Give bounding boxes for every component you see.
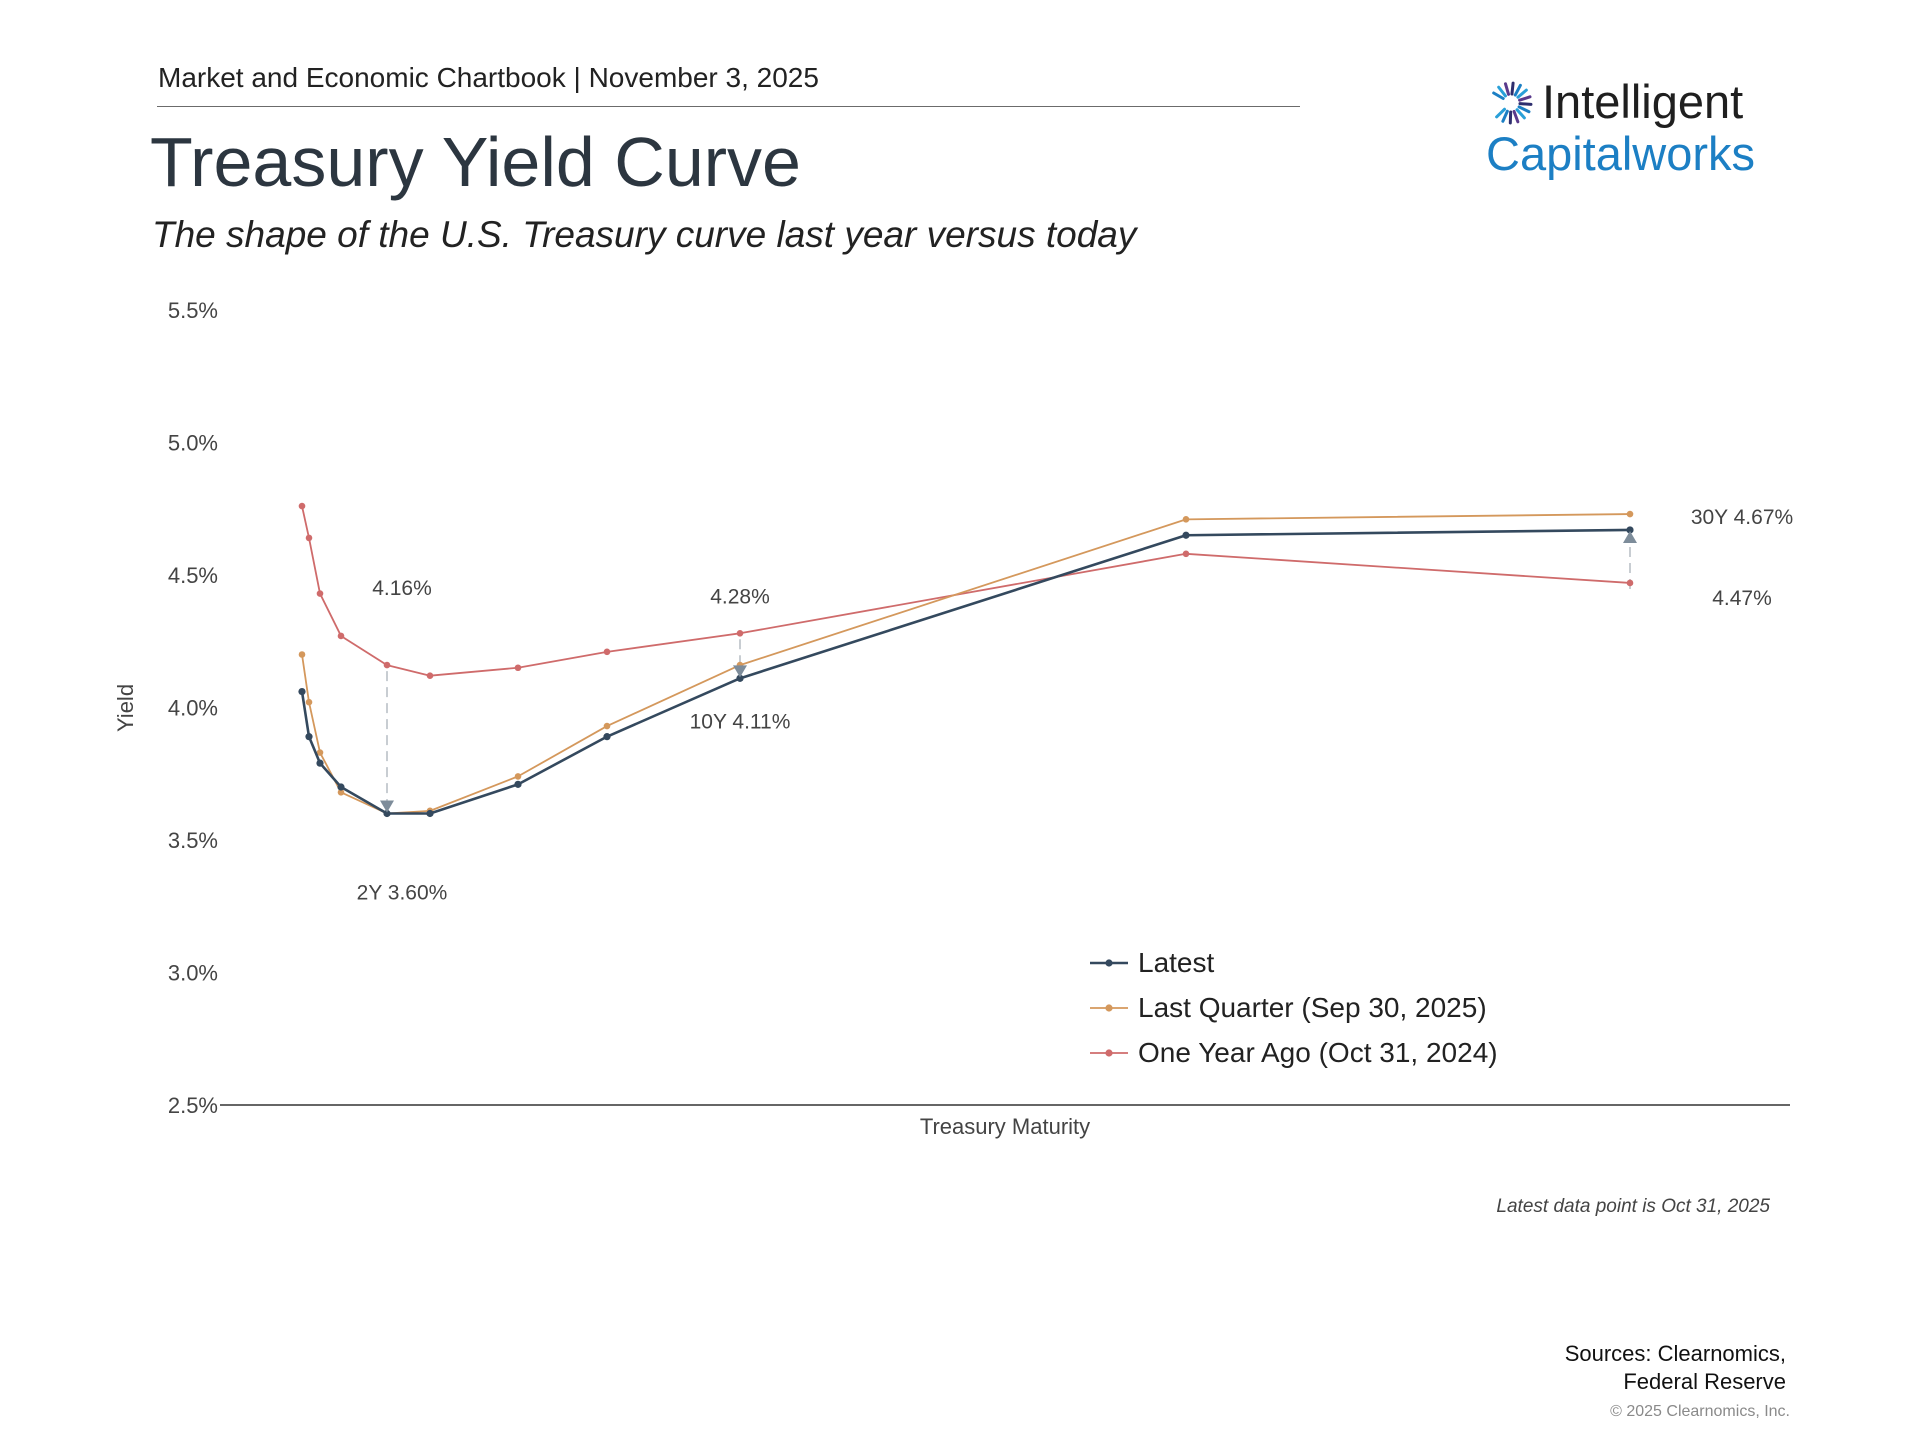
logo-ray <box>1515 108 1526 120</box>
logo-ray <box>1497 85 1507 98</box>
y-tick-label: 4.0% <box>168 696 218 721</box>
brand-logo: Intelligent Capitalworks <box>1482 70 1782 185</box>
legend-entry: Last Quarter (Sep 30, 2025) <box>1138 992 1487 1023</box>
y-axis-label: Yield <box>113 684 138 732</box>
data-point <box>514 664 522 672</box>
y-tick-label: 5.5% <box>168 298 218 323</box>
change-markers <box>380 530 1637 813</box>
logo-icon <box>1492 81 1533 125</box>
legend: Latest Last Quarter (Sep 30, 2025) One Yea… <box>1090 947 1498 1068</box>
y-tick-label: 5.0% <box>168 431 218 456</box>
data-point <box>736 630 744 637</box>
legend-entry: Latest <box>1138 947 1214 978</box>
logo-ray <box>1517 105 1531 114</box>
data-point <box>298 688 306 696</box>
annotation-label: 4.47% <box>1712 587 1772 610</box>
data-point <box>305 733 313 741</box>
logo-ray <box>1516 88 1528 99</box>
data-point <box>337 632 345 640</box>
chartbook-header: Market and Economic Chartbook | November… <box>158 62 819 93</box>
y-tick-label: 3.5% <box>168 828 218 853</box>
data-point <box>603 722 611 730</box>
y-axis: 2.5% 3.0% 3.5% 4.0% 4.5% 5.0% 5.5% <box>168 298 218 1118</box>
legend-swatch-dot <box>1105 959 1113 967</box>
data-point <box>316 749 324 756</box>
legend-entry: One Year Ago (Oct 31, 2024) <box>1138 1037 1498 1068</box>
change-arrow <box>733 665 747 678</box>
logo-ray <box>1513 83 1522 97</box>
data-point <box>316 590 324 597</box>
latest-data-note: Latest data point is Oct 31, 2025 <box>1496 1196 1770 1217</box>
change-arrow <box>1623 530 1637 543</box>
copyright-text: © 2025 Clearnomics, Inc. <box>1610 1403 1790 1420</box>
data-point <box>426 672 434 679</box>
change-connectors <box>386 529 1631 814</box>
data-point <box>603 733 611 741</box>
page-subtitle: The shape of the U.S. Treasury curve las… <box>152 214 1137 255</box>
y-tick-label: 3.0% <box>168 961 218 986</box>
logo-word-intelligent: Intelligent <box>1542 75 1744 128</box>
annotation-label: 4.16% <box>372 577 432 600</box>
data-point <box>1182 550 1190 558</box>
legend-swatch-dot <box>1105 1049 1113 1057</box>
data-point <box>1626 526 1634 534</box>
logo-ray <box>1518 95 1532 102</box>
annotation-label: 4.28% <box>710 585 770 608</box>
x-axis-label: Treasury Maturity <box>920 1114 1090 1139</box>
data-point <box>514 780 522 788</box>
data-point <box>426 809 434 818</box>
data-point <box>1626 510 1634 518</box>
logo-ray <box>1492 91 1505 100</box>
legend-swatch-dot <box>1105 1004 1113 1012</box>
sources-note: Sources: Clearnomics, Federal Reserve <box>1565 1340 1786 1396</box>
y-tick-label: 4.5% <box>168 563 218 588</box>
annotation-label: 10Y 4.11% <box>690 710 791 733</box>
logo-ray <box>1512 109 1520 124</box>
data-point <box>1182 516 1190 523</box>
logo-ray <box>1501 109 1509 123</box>
logo-word-capitalworks: Capitalworks <box>1486 127 1756 180</box>
logo-ray <box>1503 82 1511 96</box>
logo-ray <box>1510 81 1515 96</box>
data-point <box>1182 531 1190 539</box>
logo-ray <box>1495 107 1507 119</box>
data-point <box>514 773 522 780</box>
data-point <box>305 534 313 542</box>
series-lines <box>298 502 1634 818</box>
data-point <box>603 648 611 656</box>
data-point <box>316 759 324 767</box>
series-line <box>301 513 1631 815</box>
data-point <box>736 674 744 682</box>
annotation-label: 30Y 4.67% <box>1691 506 1793 529</box>
data-point <box>337 783 345 791</box>
data-point <box>383 809 391 818</box>
annotation-label: 2Y 3.60% <box>357 882 448 905</box>
sources-line-1: Sources: Clearnomics, <box>1564 1341 1786 1366</box>
data-point <box>298 502 306 510</box>
data-point <box>1626 579 1634 587</box>
data-point <box>383 661 391 669</box>
page-title: Treasury Yield Curve <box>150 123 801 201</box>
change-arrow <box>380 800 394 813</box>
annotations: 4.16% 2Y 3.60% 4.28% 10Y 4.11% 30Y 4.67% 4.47… <box>357 506 1794 905</box>
data-point <box>305 698 313 706</box>
sources-line-2: Federal Reserve <box>1623 1369 1786 1394</box>
logo-ray <box>1518 102 1533 106</box>
data-point <box>298 651 306 658</box>
header-divider <box>157 106 1300 107</box>
series-line <box>300 528 1631 815</box>
y-tick-label: 2.5% <box>168 1093 218 1118</box>
data-point <box>337 789 345 796</box>
